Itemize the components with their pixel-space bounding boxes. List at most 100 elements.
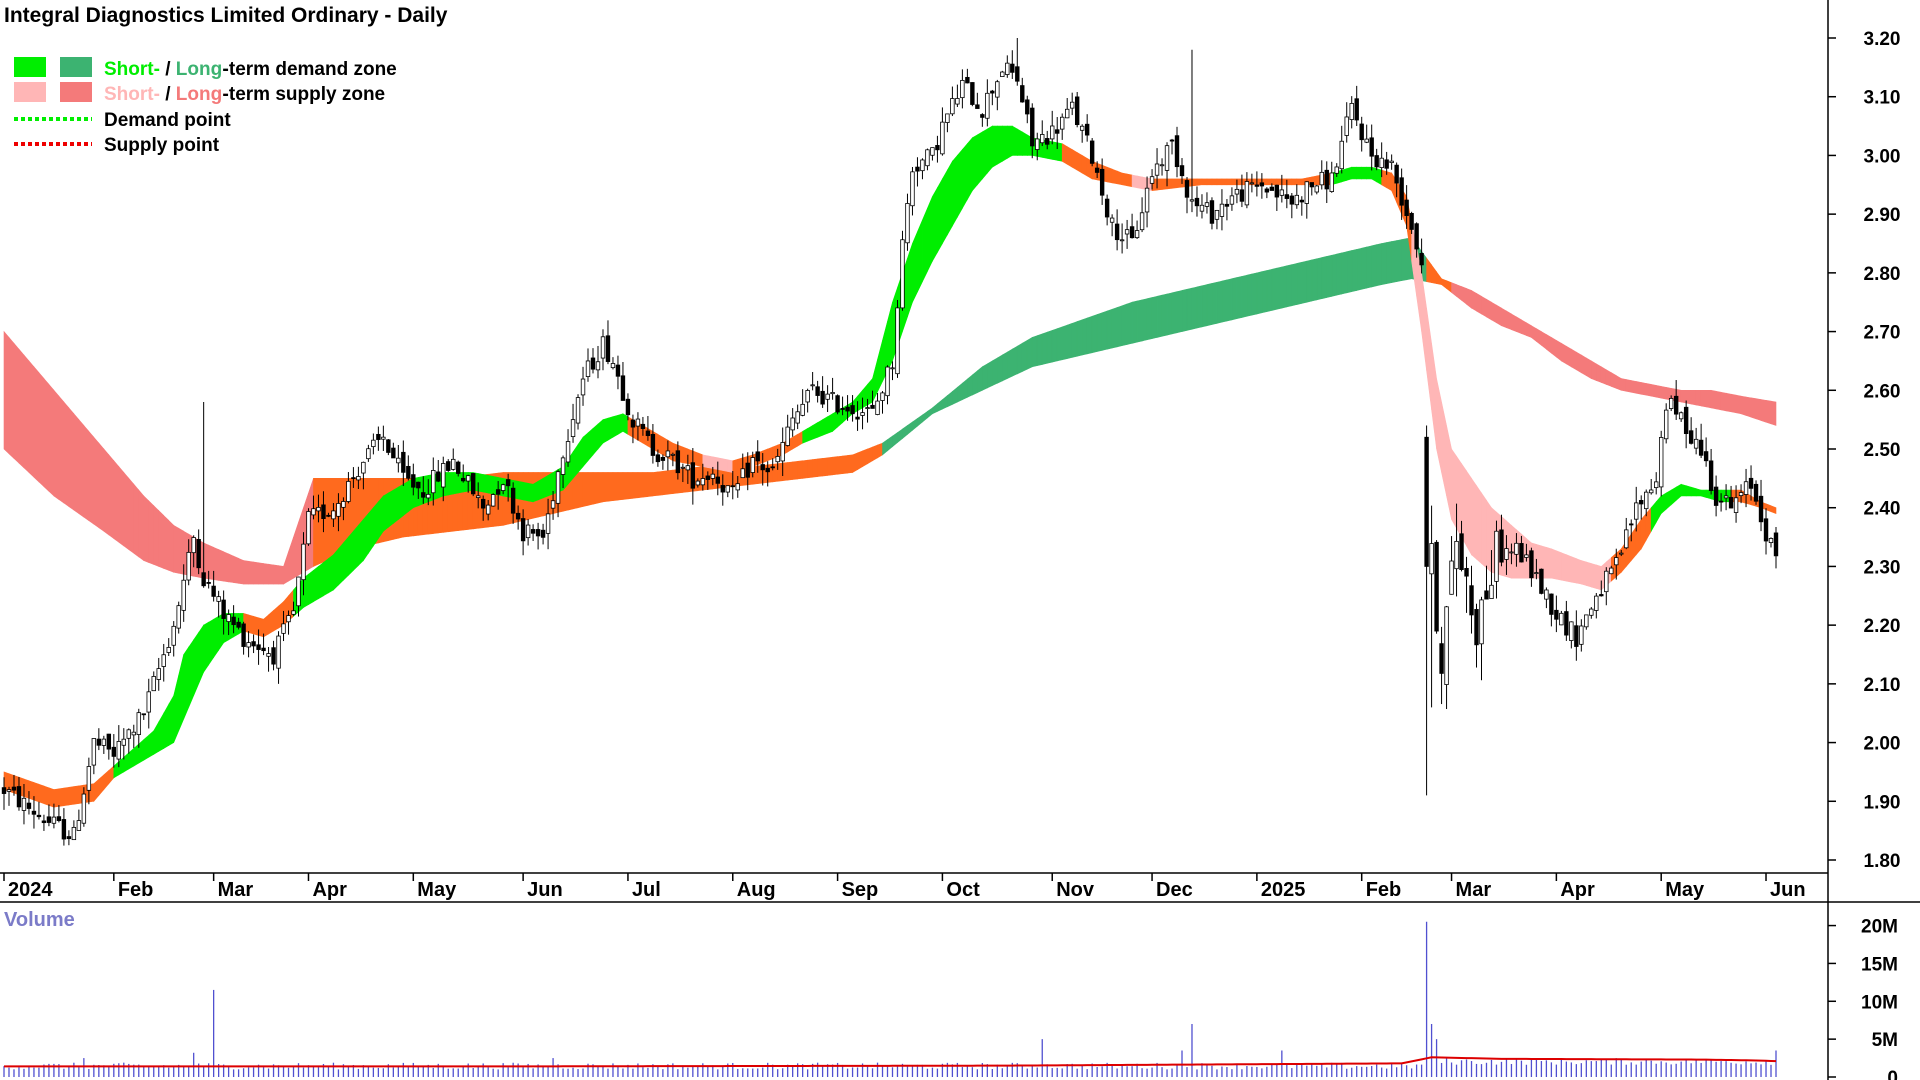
candle-body <box>1768 538 1774 544</box>
candle-body <box>1409 213 1414 230</box>
long-zone-segment <box>323 478 329 563</box>
short-zone-segment <box>457 472 464 494</box>
long-zone-segment <box>1660 386 1667 400</box>
long-zone-segment <box>1516 316 1522 334</box>
candle-body <box>411 474 416 488</box>
long-zone-segment <box>1596 363 1602 383</box>
long-zone-segment <box>1051 328 1058 363</box>
long-zone-segment <box>88 430 95 525</box>
candle-body <box>935 145 940 151</box>
short-zone-segment <box>1131 174 1138 189</box>
short-zone-segment <box>1346 166 1353 181</box>
candle-body <box>126 729 131 739</box>
long-zone-segment <box>228 553 234 583</box>
long-zone-segment <box>587 472 594 506</box>
candle-body <box>1723 495 1729 499</box>
candle-body <box>1654 481 1659 489</box>
candle-body <box>61 819 67 840</box>
short-zone-segment <box>208 618 214 666</box>
long-zone-segment <box>1021 339 1028 372</box>
candle-body <box>1334 166 1339 174</box>
candle-body <box>161 654 166 667</box>
candle-body <box>206 582 211 584</box>
long-zone-segment <box>967 374 973 398</box>
legend-demand-short: Short- <box>104 59 160 80</box>
candle-body <box>805 390 810 403</box>
long-zone-segment <box>278 565 284 585</box>
long-zone-segment <box>313 478 319 567</box>
candle-body <box>1728 497 1734 509</box>
time-tick-label: May <box>1665 879 1705 901</box>
candle-body <box>915 166 920 172</box>
long-zone-segment <box>1036 333 1043 367</box>
long-zone-segment <box>1331 253 1338 297</box>
candle-body <box>900 239 905 309</box>
candle-body <box>81 793 87 824</box>
short-zone-segment <box>617 413 624 435</box>
candle-body <box>910 171 915 207</box>
candle-body <box>1239 189 1245 202</box>
long-zone-segment <box>822 457 828 477</box>
candle-body <box>510 487 516 514</box>
long-zone-segment <box>602 472 609 503</box>
long-zone-segment <box>657 470 664 496</box>
long-zone-segment <box>8 336 15 460</box>
short-zone-segment <box>1166 178 1173 190</box>
candle-body <box>1259 182 1265 187</box>
short-zone-segment <box>1141 176 1148 191</box>
candle-body <box>1114 223 1120 241</box>
long-zone-segment <box>93 436 100 529</box>
long-zone-segment <box>1401 238 1407 282</box>
short-zone-segment <box>1191 178 1198 187</box>
long-zone-segment <box>53 389 60 501</box>
long-zone-segment <box>1695 389 1702 407</box>
candle-body <box>1369 137 1374 157</box>
long-zone-segment <box>253 561 259 585</box>
long-zone-segment <box>1101 310 1108 351</box>
candle-body <box>456 461 461 474</box>
short-zone-segment <box>522 481 529 502</box>
long-zone-segment <box>318 478 324 565</box>
short-zone-segment <box>393 486 399 524</box>
long-zone-segment <box>842 455 848 474</box>
short-zone-segment <box>248 614 254 635</box>
candle-body <box>750 457 755 473</box>
short-zone-segment <box>807 424 813 442</box>
candle-body <box>156 668 161 680</box>
short-zone-segment <box>1356 166 1363 180</box>
short-zone-segment <box>318 561 324 600</box>
short-zone-segment <box>592 423 599 456</box>
price-tick-label: 1.80 <box>1864 851 1901 872</box>
long-zone-segment <box>832 456 838 476</box>
candle-body <box>1324 169 1329 190</box>
candle-body <box>1354 98 1359 121</box>
long-zone-segment <box>143 495 150 563</box>
long-zone-segment <box>1256 271 1263 315</box>
long-zone-segment <box>1206 283 1213 327</box>
candle-body <box>286 615 291 623</box>
legend-demand-zone-label: Short- / Long--term demand zone <box>104 59 397 80</box>
candle-body <box>565 441 571 463</box>
candle-body <box>495 489 501 495</box>
long-zone-segment <box>1161 293 1168 337</box>
candle-body <box>795 411 800 424</box>
short-zone-segment <box>1081 154 1088 177</box>
candle-body <box>765 467 770 473</box>
short-zone-segment <box>1351 166 1358 180</box>
candle-body <box>475 495 481 498</box>
long-zone-segment <box>1201 284 1208 328</box>
candle-body <box>1139 212 1145 231</box>
short-zone-segment <box>1371 166 1377 183</box>
long-zone-segment <box>1151 295 1158 339</box>
long-zone-segment <box>163 514 170 571</box>
long-zone-segment <box>1755 398 1762 421</box>
time-tick-label: May <box>417 879 457 901</box>
long-zone-segment <box>1096 312 1103 352</box>
short-zone-segment <box>812 422 818 440</box>
long-zone-segment <box>1016 342 1023 375</box>
long-zone-segment <box>103 448 110 536</box>
short-zone-segment <box>802 427 808 444</box>
candle-body <box>970 82 975 105</box>
candle-body <box>575 397 581 424</box>
candle-body <box>1644 491 1649 510</box>
